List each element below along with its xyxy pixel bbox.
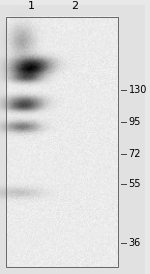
Text: 55: 55 bbox=[129, 179, 141, 189]
Text: 95: 95 bbox=[129, 117, 141, 127]
Bar bbox=[6, 17, 118, 267]
Text: 72: 72 bbox=[129, 149, 141, 159]
Text: 36: 36 bbox=[129, 238, 141, 248]
Text: 1: 1 bbox=[28, 1, 35, 12]
Text: 130: 130 bbox=[129, 85, 147, 95]
Text: 2: 2 bbox=[72, 1, 79, 12]
